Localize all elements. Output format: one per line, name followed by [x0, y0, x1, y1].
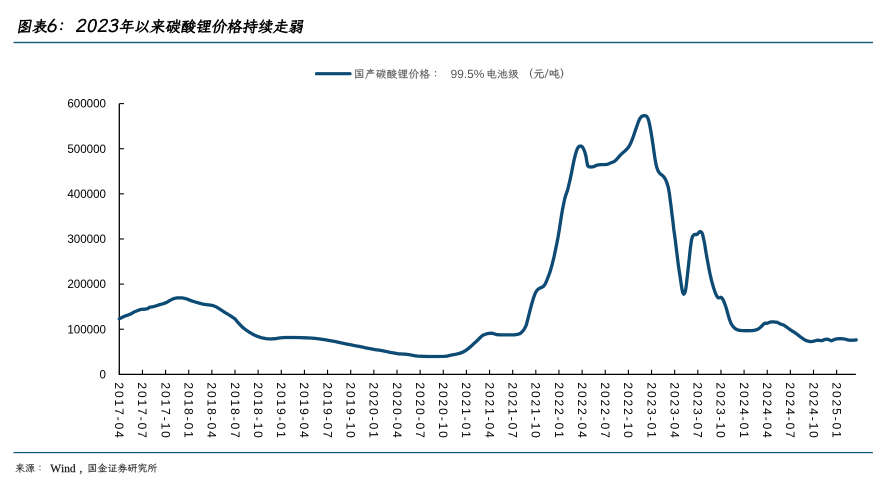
svg-text:2018-10: 2018-10 [251, 382, 265, 439]
svg-text:200000: 200000 [67, 278, 106, 291]
svg-text:100000: 100000 [67, 323, 106, 336]
svg-text:2025-01: 2025-01 [829, 382, 843, 439]
svg-text:2022-01: 2022-01 [552, 382, 566, 439]
svg-text:2024-10: 2024-10 [806, 382, 820, 439]
svg-text:2019-10: 2019-10 [344, 382, 358, 439]
svg-text:2017-10: 2017-10 [158, 382, 172, 439]
svg-text:2018-07: 2018-07 [228, 382, 242, 439]
svg-text:2020-10: 2020-10 [436, 382, 450, 439]
svg-text:500000: 500000 [67, 143, 106, 156]
svg-text:2020-07: 2020-07 [413, 382, 427, 439]
svg-text:2024-01: 2024-01 [737, 382, 751, 439]
svg-text:2022-04: 2022-04 [575, 382, 589, 439]
svg-text:2024-07: 2024-07 [783, 382, 797, 439]
svg-text:2022-07: 2022-07 [598, 382, 612, 439]
svg-text:2017-04: 2017-04 [112, 382, 126, 439]
svg-text:300000: 300000 [67, 233, 106, 246]
svg-text:2024-04: 2024-04 [760, 382, 774, 439]
svg-text:2022-10: 2022-10 [621, 382, 635, 439]
svg-text:2021-01: 2021-01 [459, 382, 473, 439]
svg-text:2018-01: 2018-01 [182, 382, 196, 439]
svg-text:600000: 600000 [67, 98, 106, 111]
svg-text:400000: 400000 [67, 188, 106, 201]
svg-text:2021-10: 2021-10 [529, 382, 543, 439]
svg-text:2019-01: 2019-01 [274, 382, 288, 439]
svg-text:2023-04: 2023-04 [667, 382, 681, 439]
svg-text:2023-10: 2023-10 [714, 382, 728, 439]
svg-text:2017-07: 2017-07 [135, 382, 149, 439]
svg-text:2019-07: 2019-07 [320, 382, 334, 439]
svg-text:0: 0 [100, 368, 106, 381]
svg-text:2018-04: 2018-04 [205, 382, 219, 439]
svg-text:2023-07: 2023-07 [691, 382, 705, 439]
svg-text:2023-01: 2023-01 [644, 382, 658, 439]
svg-text:2021-04: 2021-04 [482, 382, 496, 439]
svg-text:2020-04: 2020-04 [390, 382, 404, 439]
svg-text:2021-07: 2021-07 [505, 382, 519, 439]
svg-text:2020-01: 2020-01 [367, 382, 381, 439]
svg-text:2019-04: 2019-04 [297, 382, 311, 439]
